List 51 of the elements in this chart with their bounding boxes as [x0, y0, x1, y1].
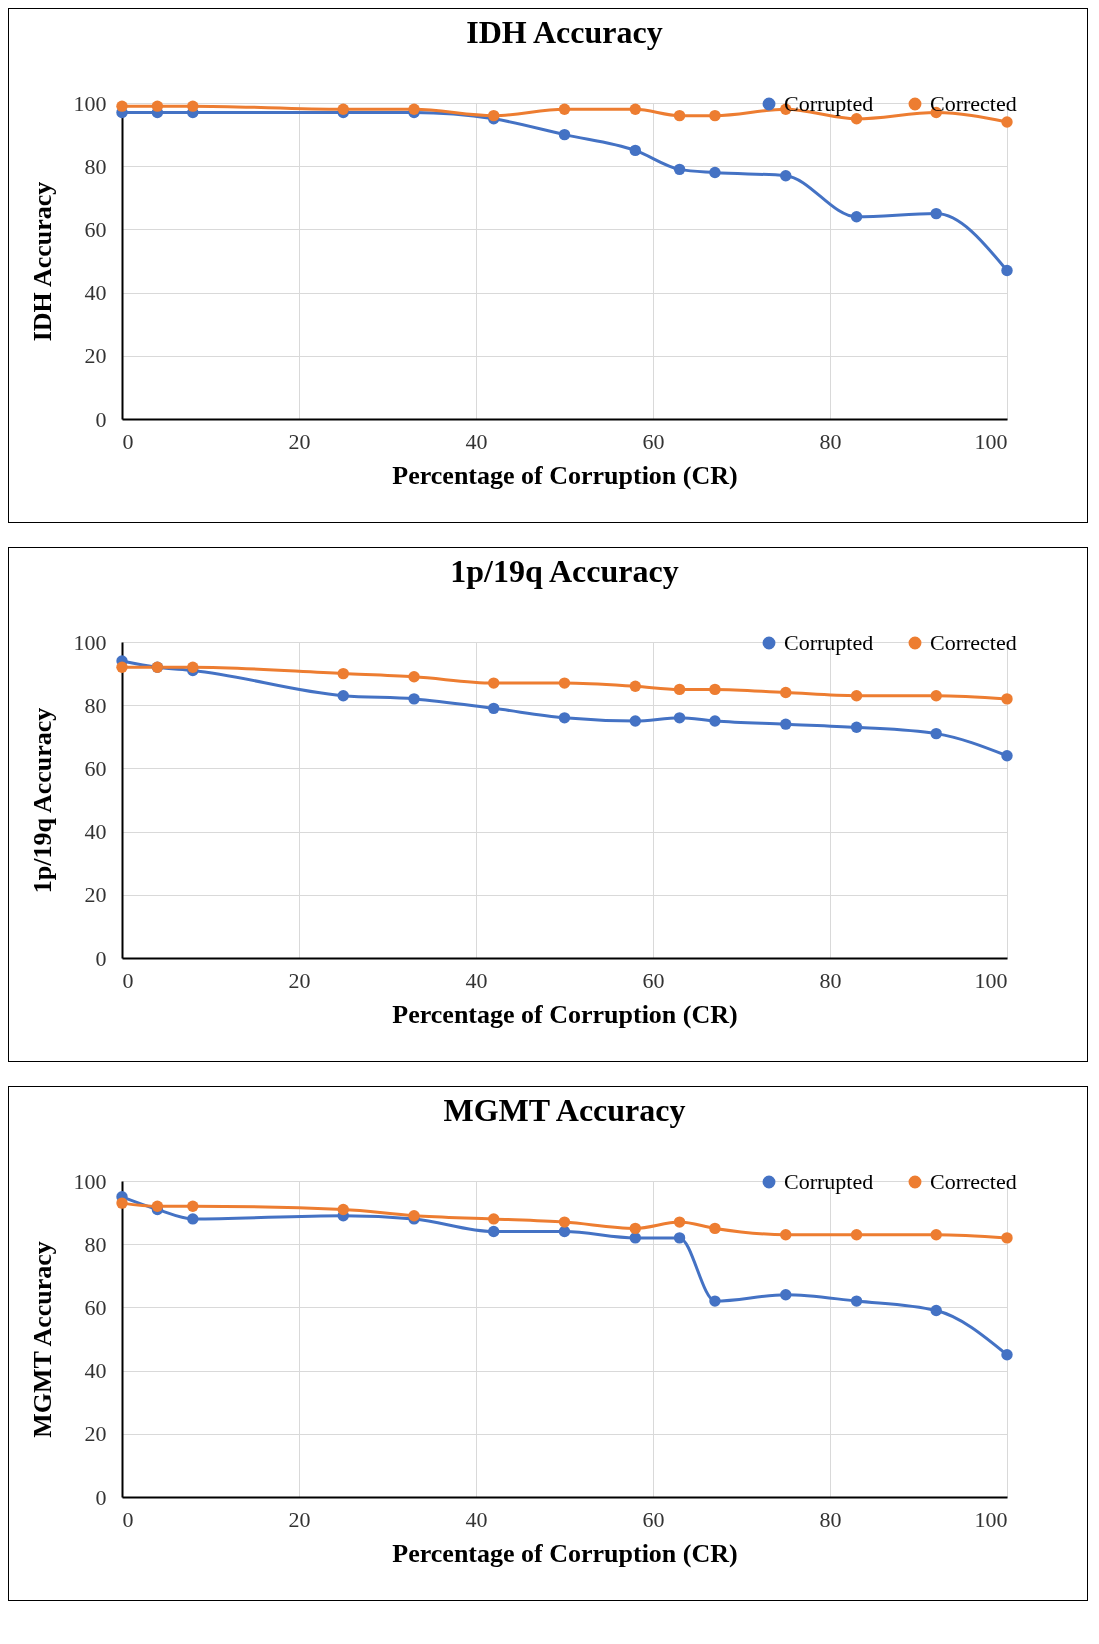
x-axis-title: Percentage of Corruption (CR) — [392, 1538, 738, 1568]
x-tick-label: 0 — [122, 1506, 134, 1532]
x-tick-label: 100 — [974, 1506, 1008, 1532]
x-tick-label: 40 — [465, 428, 488, 454]
x-tick-label: 0 — [122, 967, 134, 993]
x-tick-label: 20 — [288, 967, 311, 993]
y-tick-label: 60 — [84, 755, 107, 781]
x-tick-label: 80 — [819, 967, 842, 993]
y-tick-label: 80 — [84, 1231, 107, 1257]
x-tick-label: 60 — [642, 1506, 665, 1532]
y-tick-label: 20 — [84, 1421, 107, 1447]
x-axis-title: Percentage of Corruption (CR) — [392, 460, 738, 490]
legend-label: Corrected — [930, 1169, 1017, 1194]
y-tick-label: 20 — [84, 343, 107, 369]
y-tick-label: 80 — [84, 692, 107, 718]
legend-label: Corrupted — [784, 91, 874, 116]
x-tick-label: 20 — [288, 428, 311, 454]
x-tick-label: 100 — [974, 428, 1008, 454]
chart-title: IDH Accuracy — [466, 14, 663, 50]
y-tick-label: 100 — [73, 90, 107, 116]
y-tick-label: 100 — [73, 1168, 107, 1194]
y-axis-title: 1p/19q Accuracy — [27, 707, 57, 894]
y-tick-label: 60 — [84, 216, 107, 242]
y-tick-label: 0 — [95, 945, 107, 971]
legend-label: Corrupted — [784, 630, 874, 655]
x-axis-title: Percentage of Corruption (CR) — [392, 999, 738, 1029]
x-tick-label: 40 — [465, 1506, 488, 1532]
x-tick-label: 80 — [819, 1506, 842, 1532]
y-tick-label: 40 — [84, 1358, 107, 1384]
x-tick-label: 80 — [819, 428, 842, 454]
y-tick-label: 0 — [95, 406, 107, 432]
y-tick-label: 60 — [84, 1294, 107, 1320]
x-tick-label: 40 — [465, 967, 488, 993]
y-tick-label: 0 — [95, 1484, 107, 1510]
chart-title: MGMT Accuracy — [443, 1092, 686, 1128]
x-tick-label: 60 — [642, 967, 665, 993]
y-axis-title: IDH Accuracy — [27, 181, 57, 342]
legend-label: Corrected — [930, 91, 1017, 116]
x-tick-label: 100 — [974, 967, 1008, 993]
x-tick-label: 60 — [642, 428, 665, 454]
x-tick-label: 0 — [122, 428, 134, 454]
y-tick-label: 20 — [84, 882, 107, 908]
legend-label: Corrupted — [784, 1169, 874, 1194]
y-tick-label: 80 — [84, 153, 107, 179]
chart-title: 1p/19q Accuracy — [450, 553, 679, 589]
legend-label: Corrected — [930, 630, 1017, 655]
y-axis-title: MGMT Accuracy — [27, 1241, 57, 1438]
y-tick-label: 100 — [73, 629, 107, 655]
x-tick-label: 20 — [288, 1506, 311, 1532]
y-tick-label: 40 — [84, 819, 107, 845]
y-tick-label: 40 — [84, 280, 107, 306]
